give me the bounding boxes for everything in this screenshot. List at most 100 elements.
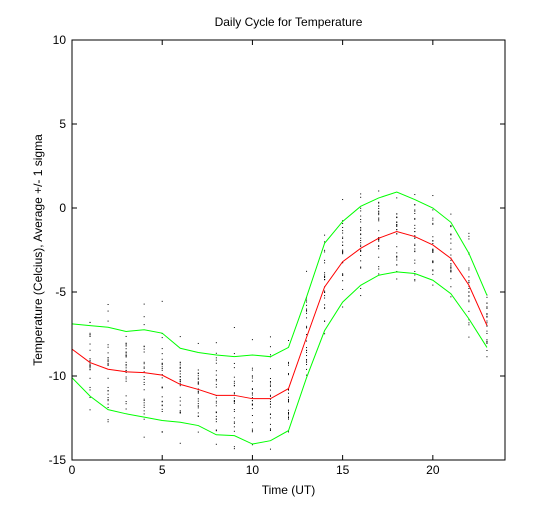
scatter-point bbox=[486, 296, 488, 298]
scatter-point bbox=[251, 430, 253, 432]
scatter-point bbox=[306, 312, 308, 314]
scatter-point bbox=[107, 346, 109, 348]
y-tick-label: -5 bbox=[55, 285, 66, 299]
scatter-point bbox=[414, 270, 416, 272]
scatter-point bbox=[306, 359, 308, 361]
series-line-lower bbox=[71, 271, 488, 445]
scatter-point bbox=[468, 288, 470, 290]
scatter-point bbox=[396, 246, 398, 248]
scatter-point bbox=[125, 401, 127, 403]
scatter-point bbox=[215, 429, 217, 431]
scatter-point bbox=[288, 431, 289, 433]
scatter-point bbox=[306, 325, 308, 327]
scatter-point bbox=[143, 381, 145, 383]
scatter-point bbox=[432, 261, 434, 263]
scatter-point bbox=[468, 235, 470, 237]
scatter-point bbox=[269, 377, 271, 379]
scatter-point bbox=[107, 361, 109, 363]
scatter-point bbox=[161, 363, 163, 365]
scatter-point bbox=[125, 361, 127, 363]
scatter-point bbox=[233, 380, 235, 382]
scatter-point bbox=[486, 340, 488, 342]
scatter-point bbox=[107, 377, 109, 379]
scatter-point bbox=[161, 368, 163, 370]
scatter-point bbox=[360, 215, 362, 217]
scatter-point bbox=[215, 411, 217, 413]
scatter-point bbox=[324, 291, 326, 293]
scatter-point bbox=[197, 382, 199, 384]
scatter-point bbox=[125, 363, 127, 365]
scatter-point bbox=[107, 357, 109, 359]
scatter-point bbox=[197, 431, 199, 433]
scatter-point bbox=[414, 259, 416, 261]
scatter-point bbox=[89, 365, 91, 367]
scatter-point bbox=[486, 302, 488, 304]
scatter-point bbox=[89, 365, 91, 367]
scatter-point bbox=[269, 382, 271, 384]
scatter-point bbox=[450, 266, 452, 268]
scatter-point bbox=[486, 339, 488, 341]
scatter-point bbox=[107, 390, 109, 392]
scatter-point bbox=[107, 344, 109, 346]
scatter-point bbox=[396, 221, 398, 223]
scatter-point bbox=[215, 380, 217, 382]
scatter-point bbox=[396, 264, 398, 266]
scatter-point bbox=[378, 205, 380, 207]
scatter-point bbox=[360, 267, 362, 269]
scatter-point bbox=[342, 288, 344, 290]
scatter-point bbox=[288, 401, 289, 403]
scatter-point bbox=[432, 270, 434, 272]
scatter-point bbox=[414, 227, 416, 229]
scatter-point bbox=[89, 409, 91, 411]
scatter-point bbox=[486, 333, 488, 335]
scatter-point bbox=[396, 213, 398, 215]
scatter-point bbox=[414, 209, 416, 211]
scatter-point bbox=[107, 397, 109, 399]
scatter-point bbox=[450, 238, 452, 240]
scatter-point bbox=[179, 381, 181, 383]
scatter-point bbox=[396, 224, 398, 226]
scatter-point bbox=[197, 391, 199, 393]
scatter-point bbox=[215, 443, 217, 445]
scatter-point bbox=[251, 339, 253, 341]
scatter-point bbox=[360, 237, 362, 239]
scatter-point bbox=[143, 384, 145, 386]
scatter-point bbox=[306, 309, 308, 311]
scatter-point bbox=[378, 210, 380, 212]
scatter-point bbox=[215, 402, 217, 404]
scatter-point bbox=[233, 397, 235, 399]
scatter-point bbox=[143, 376, 145, 378]
scatter-point bbox=[378, 190, 380, 192]
scatter-point bbox=[269, 336, 271, 338]
scatter-point bbox=[233, 409, 235, 411]
scatter-point bbox=[378, 211, 380, 213]
scatter-point bbox=[125, 403, 127, 405]
scatter-point bbox=[360, 295, 362, 297]
scatter-point bbox=[197, 407, 199, 409]
scatter-point bbox=[324, 259, 326, 261]
scatter-point bbox=[251, 404, 253, 406]
scatter-point bbox=[450, 259, 452, 261]
scatter-point bbox=[450, 226, 452, 228]
scatter-point bbox=[215, 378, 217, 380]
scatter-point bbox=[251, 380, 253, 382]
scatter-point bbox=[360, 228, 362, 230]
scatter-point bbox=[396, 226, 398, 228]
scatter-point bbox=[288, 389, 289, 391]
scatter-point bbox=[342, 262, 344, 264]
scatter-point bbox=[161, 369, 163, 371]
scatter-point bbox=[143, 351, 145, 353]
scatter-point bbox=[450, 278, 452, 280]
scatter-point bbox=[360, 287, 362, 289]
scatter-point bbox=[161, 405, 163, 407]
scatter-point bbox=[378, 256, 380, 258]
scatter-point bbox=[396, 278, 398, 280]
scatter-point bbox=[197, 403, 199, 405]
scatter-point bbox=[251, 388, 253, 390]
scatter-point bbox=[288, 362, 289, 364]
scatter-point bbox=[143, 345, 145, 347]
scatter-point bbox=[288, 416, 289, 418]
scatter-point bbox=[143, 436, 145, 438]
scatter-point bbox=[468, 322, 470, 324]
